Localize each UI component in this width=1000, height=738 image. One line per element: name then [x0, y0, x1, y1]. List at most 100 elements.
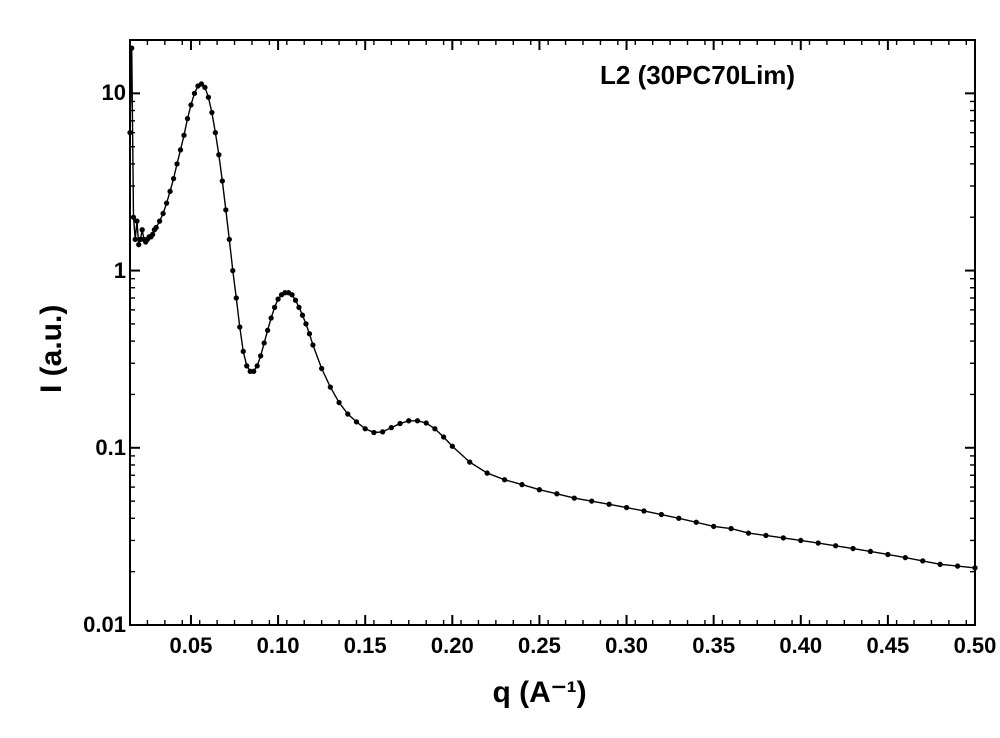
series-marker — [244, 364, 249, 369]
series-marker — [203, 85, 208, 90]
series-marker — [135, 219, 140, 224]
series-marker — [467, 460, 472, 465]
series-marker — [903, 555, 908, 560]
series-marker — [262, 341, 267, 346]
chart-svg — [0, 0, 1000, 738]
legend-label: L2 (30PC70Lim) — [600, 60, 795, 91]
series-marker — [415, 419, 420, 424]
series-marker — [210, 110, 215, 115]
series-marker — [272, 305, 277, 310]
series-marker — [624, 505, 629, 510]
series-marker — [424, 421, 429, 426]
series-marker — [311, 343, 316, 348]
series-marker — [182, 133, 187, 138]
saxs-scatter-chart: L2 (30PC70Lim) I (a.u.) q (A⁻¹) 0.050.10… — [0, 0, 1000, 738]
series-marker — [407, 419, 412, 424]
y-tick-label: 0.1 — [84, 435, 126, 461]
series-marker — [265, 328, 270, 333]
series-marker — [711, 524, 716, 529]
series-marker — [380, 430, 385, 435]
series-marker — [816, 541, 821, 546]
series-marker — [241, 349, 246, 354]
series-marker — [258, 354, 263, 359]
series-marker — [764, 533, 769, 538]
series-marker — [224, 208, 229, 213]
series-marker — [372, 430, 377, 435]
series-marker — [920, 559, 925, 564]
series-marker — [450, 444, 455, 449]
series-marker — [304, 322, 309, 327]
series-marker — [746, 531, 751, 536]
x-tick-label: 0.20 — [431, 633, 474, 659]
series-marker — [297, 305, 302, 310]
series-marker — [161, 211, 166, 216]
series-marker — [175, 162, 180, 167]
series-marker — [199, 82, 204, 87]
x-tick-label: 0.10 — [257, 633, 300, 659]
series-marker — [833, 544, 838, 549]
y-tick-label: 1 — [108, 258, 126, 284]
series-marker — [157, 219, 162, 224]
series-marker — [328, 385, 333, 390]
x-tick-label: 0.15 — [344, 633, 387, 659]
y-axis-label: I (a.u.) — [35, 304, 69, 392]
series-marker — [572, 496, 577, 501]
series-marker — [886, 552, 891, 557]
series-marker — [217, 153, 222, 158]
series-marker — [398, 421, 403, 426]
series-marker — [206, 95, 211, 100]
series-marker — [307, 332, 312, 337]
y-tick-label: 10 — [96, 80, 126, 106]
series-marker — [185, 116, 190, 121]
x-tick-label: 0.35 — [692, 633, 735, 659]
series-marker — [642, 509, 647, 514]
series-marker — [220, 179, 225, 184]
series-marker — [131, 215, 136, 220]
series-marker — [520, 482, 525, 487]
series-marker — [502, 478, 507, 483]
x-tick-label: 0.05 — [170, 633, 213, 659]
series-marker — [227, 237, 232, 242]
series-marker — [346, 412, 351, 417]
x-tick-label: 0.30 — [605, 633, 648, 659]
x-tick-label: 0.40 — [779, 633, 822, 659]
series-marker — [234, 296, 239, 301]
series-marker — [868, 549, 873, 554]
series-marker — [433, 427, 438, 432]
series-marker — [136, 242, 141, 247]
series-marker — [128, 130, 133, 135]
series-marker — [781, 536, 786, 541]
series-marker — [150, 232, 155, 237]
series-marker — [129, 46, 134, 51]
series-marker — [485, 471, 490, 476]
series-marker — [238, 325, 243, 330]
series-marker — [154, 225, 159, 230]
series-marker — [354, 420, 359, 425]
series-marker — [164, 201, 169, 206]
series-marker — [189, 103, 194, 108]
x-tick-label: 0.45 — [866, 633, 909, 659]
y-tick-label: 0.01 — [72, 612, 126, 638]
series-marker — [290, 293, 295, 298]
series-marker — [251, 369, 256, 374]
series-marker — [300, 313, 305, 318]
series-marker — [255, 364, 260, 369]
series-marker — [441, 435, 446, 440]
series-marker — [589, 499, 594, 504]
series-marker — [938, 562, 943, 567]
series-marker — [851, 546, 856, 551]
series-marker — [192, 91, 197, 96]
series-marker — [973, 566, 978, 571]
series-marker — [140, 227, 145, 232]
x-tick-label: 0.50 — [954, 633, 997, 659]
series-marker — [337, 400, 342, 405]
series-marker — [213, 130, 218, 135]
series-marker — [389, 425, 394, 430]
series-marker — [555, 492, 560, 497]
series-marker — [231, 268, 236, 273]
x-tick-label: 0.25 — [518, 633, 561, 659]
series-marker — [955, 564, 960, 569]
series-marker — [319, 366, 324, 371]
series-marker — [269, 316, 274, 321]
series-marker — [293, 298, 298, 303]
